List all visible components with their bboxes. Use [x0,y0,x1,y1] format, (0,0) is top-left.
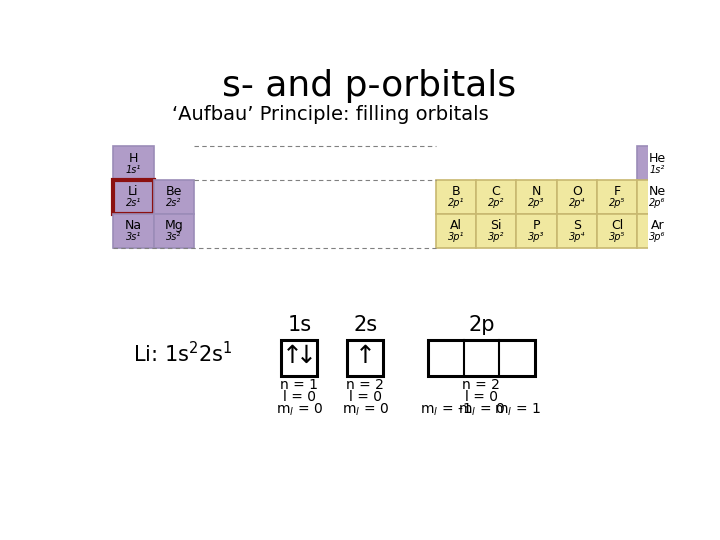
Text: m$_l$ = 1: m$_l$ = 1 [494,401,541,418]
Text: F: F [613,185,621,199]
Text: 2p³: 2p³ [528,199,544,208]
Bar [597,214,637,247]
Text: 1s¹: 1s¹ [126,165,141,174]
Bar [557,214,597,247]
Text: 3s²: 3s² [166,232,181,242]
Text: 2s¹: 2s¹ [126,199,141,208]
Bar [637,180,678,214]
Text: n = 2: n = 2 [346,378,384,392]
Text: ↓: ↓ [296,345,317,368]
Text: P: P [533,219,540,232]
Text: 2p⁵: 2p⁵ [609,199,625,208]
Text: ↑: ↑ [355,345,376,368]
Text: m$_l$ = 0: m$_l$ = 0 [276,401,323,418]
Text: 3p⁶: 3p⁶ [649,232,665,242]
Text: 3p³: 3p³ [528,232,544,242]
Text: N: N [531,185,541,199]
Text: 2p⁴: 2p⁴ [569,199,585,208]
Text: Al: Al [450,219,462,232]
Bar [347,340,383,376]
Text: C: C [492,185,500,199]
Text: 2p¹: 2p¹ [448,199,464,208]
Bar [516,180,557,214]
Bar [153,214,194,247]
Text: n = 2: n = 2 [462,378,500,392]
Text: Si: Si [490,219,502,232]
Text: 2p: 2p [468,315,495,335]
Text: 3p⁴: 3p⁴ [569,232,585,242]
Text: l = 0: l = 0 [465,390,498,404]
Bar [113,146,153,180]
Bar [637,214,678,247]
Text: 3p⁵: 3p⁵ [609,232,625,242]
Text: 3s¹: 3s¹ [126,232,141,242]
Text: 2p⁶: 2p⁶ [649,199,665,208]
Text: l = 0: l = 0 [283,390,316,404]
Text: m$_l$ = 0: m$_l$ = 0 [341,401,389,418]
Bar [597,180,637,214]
Bar [557,180,597,214]
Bar [113,180,153,214]
Text: s- and p-orbitals: s- and p-orbitals [222,69,516,103]
Text: m$_l$ = 0: m$_l$ = 0 [458,401,505,418]
Text: 2s: 2s [353,315,377,335]
Text: Mg: Mg [164,219,183,232]
Text: 1s²: 1s² [649,165,665,174]
Text: H: H [129,152,138,165]
Text: 1s: 1s [287,315,311,335]
Bar [436,180,476,214]
Bar [637,146,678,180]
Text: 2p²: 2p² [488,199,504,208]
Text: O: O [572,185,582,199]
Text: 2s²: 2s² [166,199,181,208]
Text: S: S [572,219,581,232]
Text: Na: Na [125,219,142,232]
Text: Be: Be [166,185,182,199]
Text: l = 0: l = 0 [348,390,382,404]
Bar [113,214,153,247]
Text: 3p²: 3p² [488,232,504,242]
Text: Ne: Ne [649,185,666,199]
Text: B: B [451,185,460,199]
Text: Ar: Ar [650,219,664,232]
Bar [476,180,516,214]
Text: Li: 1s$^2$2s$^1$: Li: 1s$^2$2s$^1$ [133,341,233,367]
Bar [476,214,516,247]
Text: n = 1: n = 1 [280,378,318,392]
Text: He: He [649,152,666,165]
Text: 3p¹: 3p¹ [448,232,464,242]
Bar [153,180,194,214]
Text: ‘Aufbau’ Principle: filling orbitals: ‘Aufbau’ Principle: filling orbitals [172,105,489,124]
Bar [516,214,557,247]
Text: Cl: Cl [611,219,623,232]
Text: Li: Li [128,185,139,199]
Bar [436,214,476,247]
Bar [282,340,317,376]
Text: ↑: ↑ [282,345,303,368]
Bar [428,340,535,376]
Text: m$_l$ = -1: m$_l$ = -1 [420,401,472,418]
